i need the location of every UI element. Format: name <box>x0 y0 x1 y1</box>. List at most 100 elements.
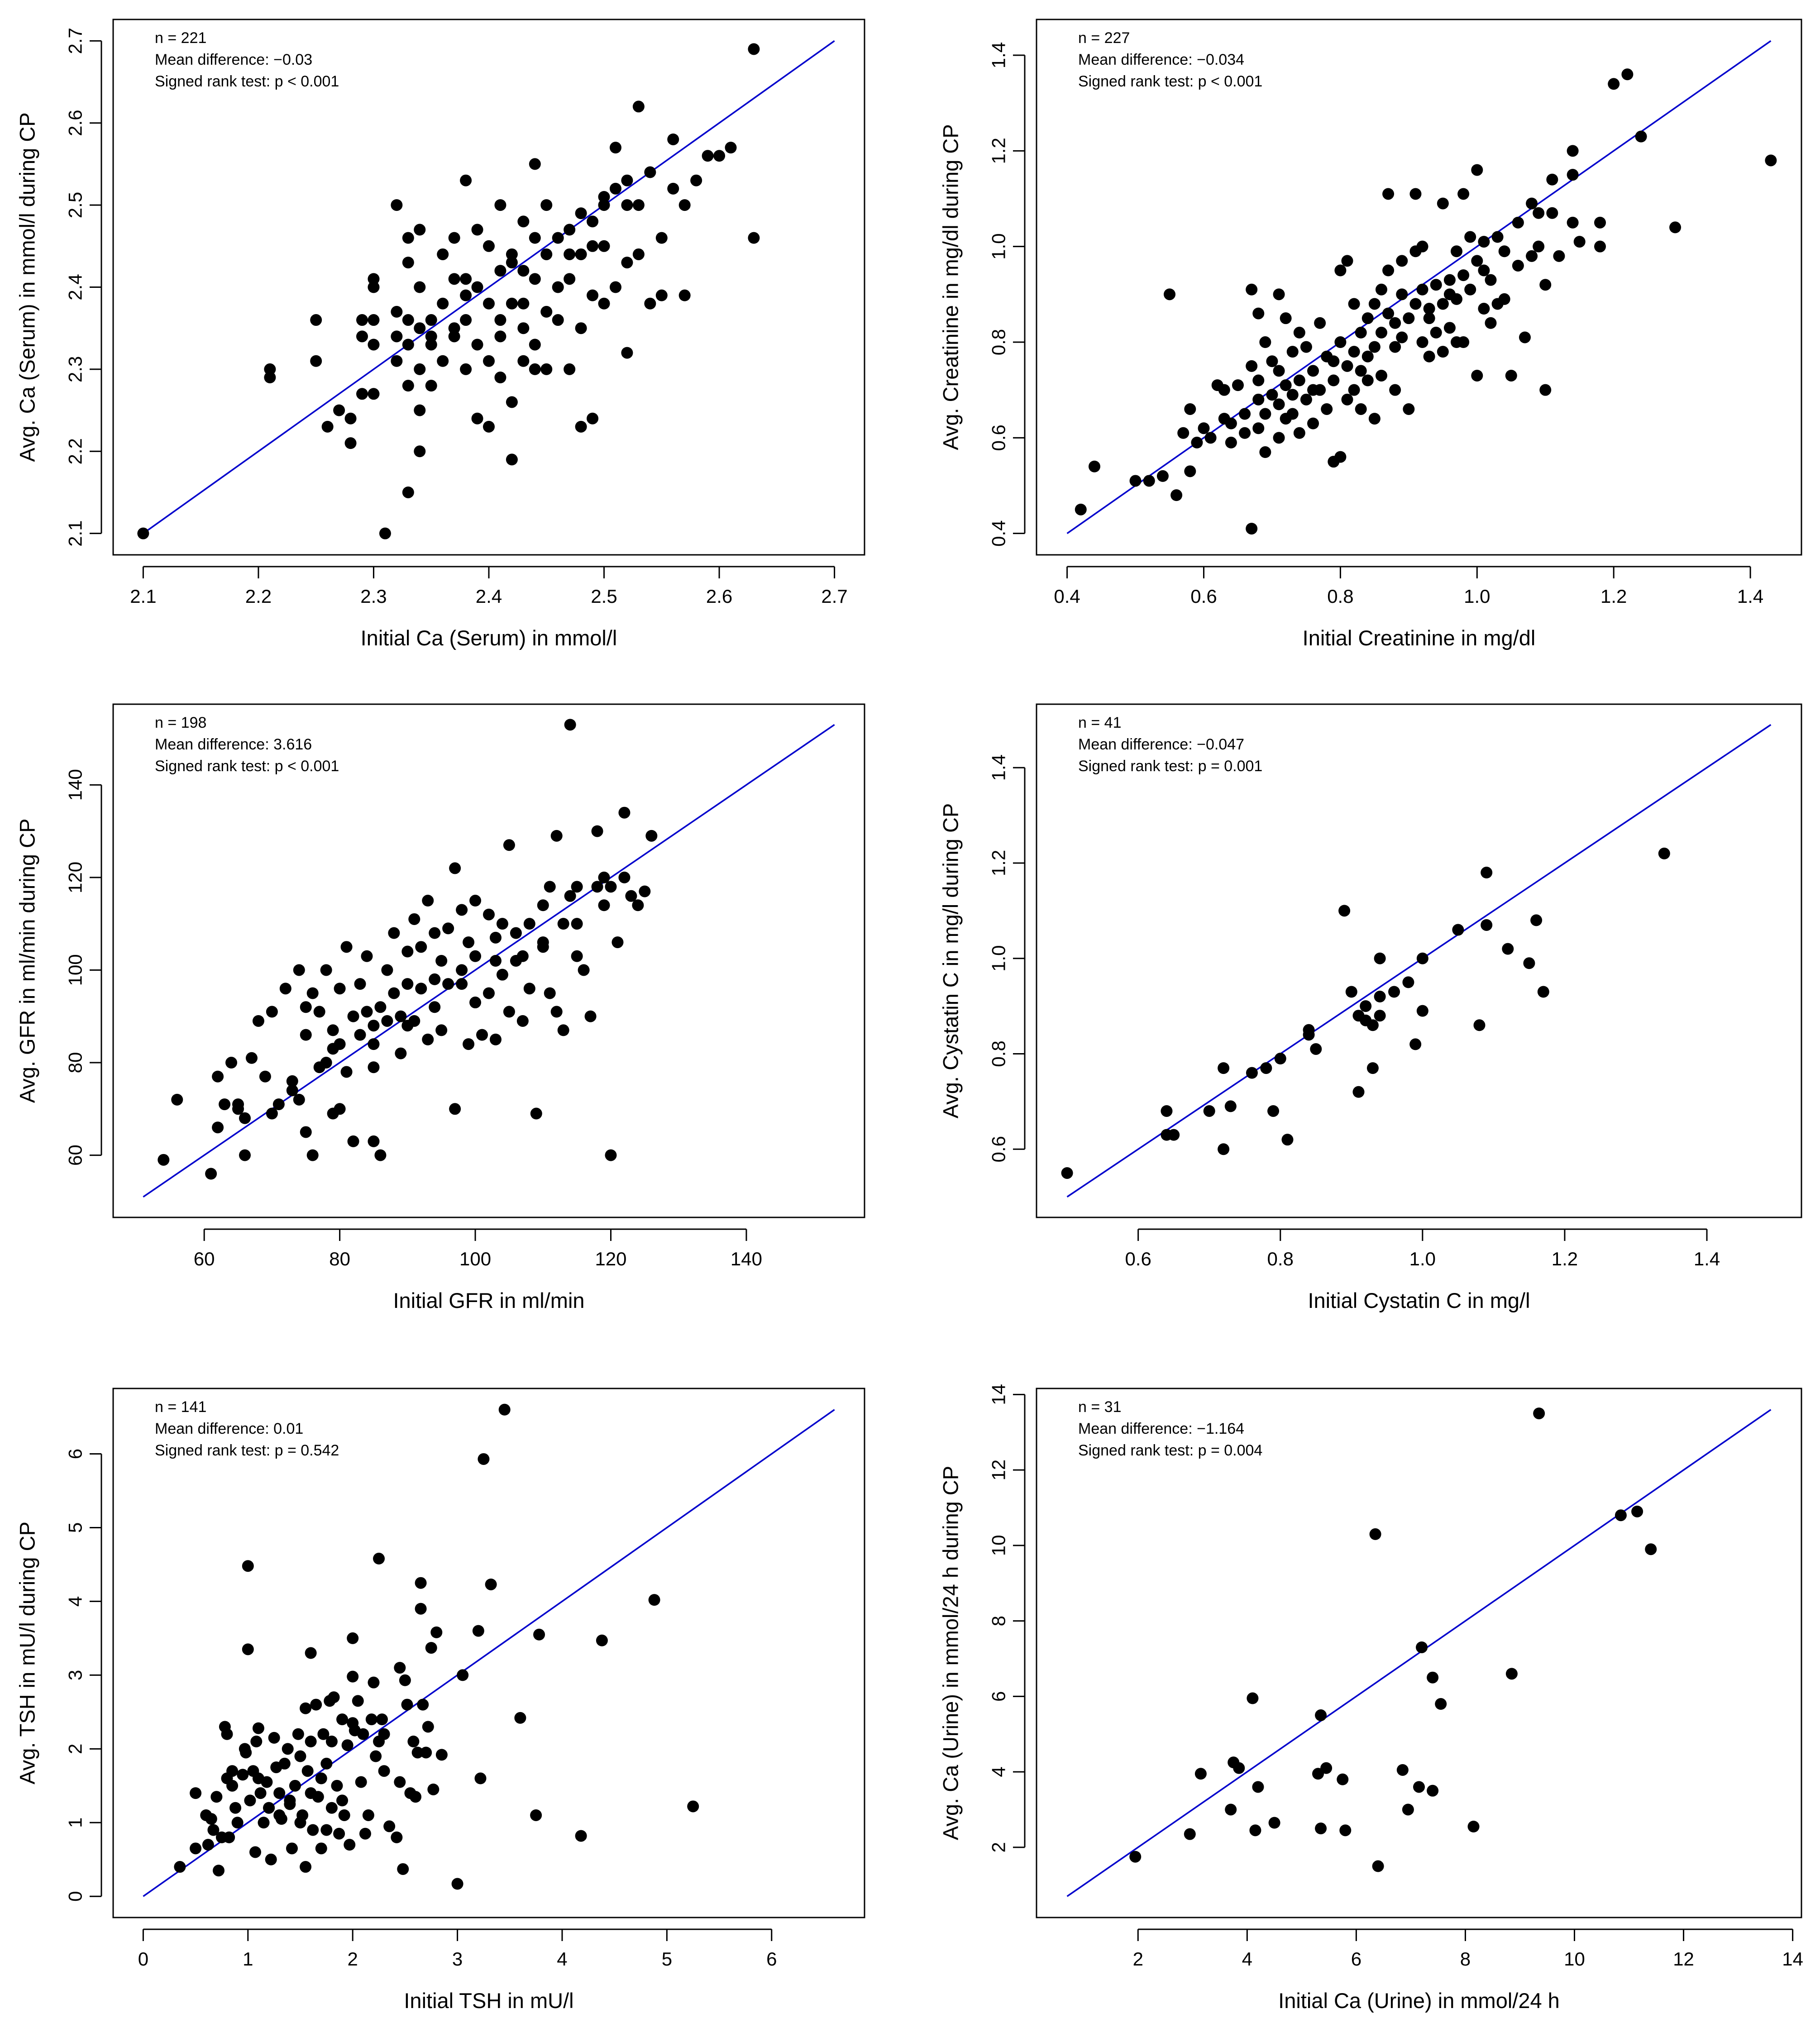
data-point <box>483 297 495 310</box>
data-point <box>244 1794 256 1807</box>
data-point <box>411 1746 424 1759</box>
data-point <box>272 1098 285 1111</box>
data-point <box>1300 341 1312 353</box>
data-point <box>282 1743 294 1755</box>
data-point <box>300 1126 312 1138</box>
y-tick-label: 2.7 <box>65 28 86 54</box>
y-axis-title: Avg. GFR in ml/min during CP <box>15 819 39 1103</box>
data-point <box>478 1453 490 1465</box>
data-point <box>442 922 454 935</box>
data-point <box>395 1047 407 1059</box>
data-point <box>1451 245 1463 258</box>
data-point <box>1061 1167 1073 1179</box>
data-point <box>437 248 449 260</box>
data-point <box>494 330 506 343</box>
data-point <box>1341 393 1353 405</box>
data-point <box>414 322 426 334</box>
data-point <box>1239 427 1251 439</box>
x-tick-label: 120 <box>595 1248 626 1269</box>
data-point <box>397 1863 409 1875</box>
data-point <box>325 1802 338 1814</box>
x-tick-label: 2 <box>1133 1948 1143 1970</box>
data-point <box>1452 924 1464 936</box>
data-point <box>1443 322 1456 334</box>
data-point <box>1246 360 1258 372</box>
data-point <box>320 1057 332 1069</box>
data-point <box>242 1643 254 1655</box>
data-point <box>1375 283 1387 296</box>
data-point <box>1361 350 1374 363</box>
x-tick-label: 1.2 <box>1552 1248 1578 1269</box>
data-point <box>457 1669 469 1681</box>
data-point <box>575 1830 587 1842</box>
data-point <box>402 486 414 498</box>
x-tick-label: 2.3 <box>360 586 387 607</box>
data-point <box>587 289 599 301</box>
data-point <box>1348 346 1360 358</box>
data-point <box>347 1135 359 1147</box>
y-tick-label: 14 <box>988 1384 1009 1405</box>
data-point <box>249 1846 261 1858</box>
data-point <box>1526 250 1538 262</box>
data-point <box>1437 298 1449 310</box>
data-point <box>268 1732 280 1744</box>
data-point <box>306 987 319 999</box>
data-point <box>435 1024 448 1036</box>
data-point <box>1396 288 1408 301</box>
data-point <box>1252 1781 1264 1793</box>
data-point <box>264 372 276 384</box>
data-point <box>171 1093 183 1106</box>
data-point <box>1161 1105 1173 1117</box>
data-point <box>415 1577 427 1589</box>
y-tick-label: 3 <box>65 1670 86 1680</box>
data-point <box>402 339 414 351</box>
data-point <box>437 355 449 367</box>
x-tick-label: 10 <box>1564 1948 1585 1970</box>
data-point <box>1594 240 1606 253</box>
data-point <box>564 273 576 285</box>
data-point <box>435 1749 448 1761</box>
y-tick-label: 2 <box>65 1744 86 1754</box>
data-point <box>1252 393 1265 405</box>
data-point <box>1273 288 1285 301</box>
y-tick-label: 1.4 <box>988 42 1009 68</box>
data-point <box>1533 240 1545 253</box>
data-point <box>1328 355 1340 367</box>
data-point <box>429 973 441 985</box>
data-point <box>1307 417 1319 429</box>
data-point <box>655 289 668 301</box>
y-axis-title: Avg. TSH in mU/l during CP <box>15 1522 39 1784</box>
data-point <box>212 1070 224 1083</box>
data-point <box>373 1552 385 1565</box>
data-point <box>1232 379 1244 391</box>
x-axis-title: Initial Cystatin C in mg/l <box>1308 1288 1530 1312</box>
data-point <box>625 890 637 902</box>
data-point <box>596 1634 608 1646</box>
data-point <box>471 339 483 351</box>
data-point <box>529 363 541 375</box>
data-point <box>425 314 437 326</box>
data-point <box>210 1791 223 1803</box>
data-point <box>648 1594 660 1606</box>
data-point <box>266 1006 278 1018</box>
data-point <box>361 950 373 962</box>
data-point <box>1481 867 1493 879</box>
data-point <box>540 363 553 375</box>
data-point <box>645 830 658 842</box>
y-axis-title: Avg. Creatinine in mg/dl during CP <box>939 124 963 450</box>
data-point <box>237 1769 249 1781</box>
data-point <box>1203 1105 1215 1117</box>
x-tick-label: 2.2 <box>245 586 272 607</box>
data-point <box>1533 207 1545 219</box>
data-point <box>667 133 679 145</box>
data-point <box>327 1043 339 1055</box>
data-point <box>1225 1803 1237 1816</box>
data-point <box>1156 470 1169 482</box>
data-point <box>1191 436 1203 448</box>
data-point <box>550 830 563 842</box>
data-point <box>1168 1129 1180 1141</box>
y-tick-label: 1.2 <box>988 850 1009 876</box>
data-point <box>644 166 656 178</box>
data-point <box>336 1713 349 1726</box>
